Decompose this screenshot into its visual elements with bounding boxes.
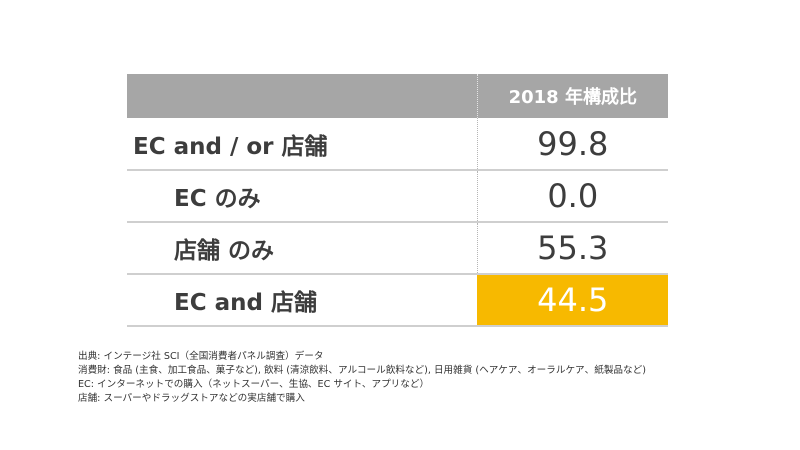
header-label-cell	[127, 74, 478, 118]
table-row: EC and 店舗 44.5	[127, 274, 668, 327]
row-label: EC and 店舗	[127, 274, 478, 327]
footnote-ec: EC: インターネットでの購入（ネットスーパー、生協、EC サイト、アプリなど）	[78, 379, 430, 390]
footnote-store: 店舗: スーパーやドラッグストアなどの実店舗で購入	[78, 393, 305, 404]
table-header-row: 2018 年構成比	[127, 74, 668, 118]
composition-table: 2018 年構成比 EC and / or 店舗 99.8 EC のみ 0.0 店舗 の…	[127, 74, 668, 327]
table-row: 店舗 のみ 55.3	[127, 222, 668, 275]
row-label: EC and / or 店舗	[127, 118, 478, 171]
footnote-source: 出典: インテージ社 SCI（全国消費者パネル調査）データ	[78, 351, 324, 362]
footnotes: 出典: インテージ社 SCI（全国消費者パネル調査）データ 消費財: 食品 (主…	[78, 350, 778, 406]
footnote-consumer-goods: 消費財: 食品 (主食、加工食品、菓子など), 飲料 (清涼飲料、アルコール飲料…	[78, 365, 646, 376]
row-value-highlighted: 44.5	[476, 274, 668, 327]
table-body: EC and / or 店舗 99.8 EC のみ 0.0 店舗 のみ 55.3 EC an…	[127, 118, 668, 327]
row-value: 0.0	[476, 170, 668, 223]
table-row: EC and / or 店舗 99.8	[127, 118, 668, 171]
row-label: 店舗 のみ	[127, 222, 478, 275]
row-label: EC のみ	[127, 170, 478, 223]
row-value: 55.3	[476, 222, 668, 275]
table-row: EC のみ 0.0	[127, 170, 668, 223]
column-header: 2018 年構成比	[476, 74, 668, 118]
row-value: 99.8	[476, 118, 668, 171]
